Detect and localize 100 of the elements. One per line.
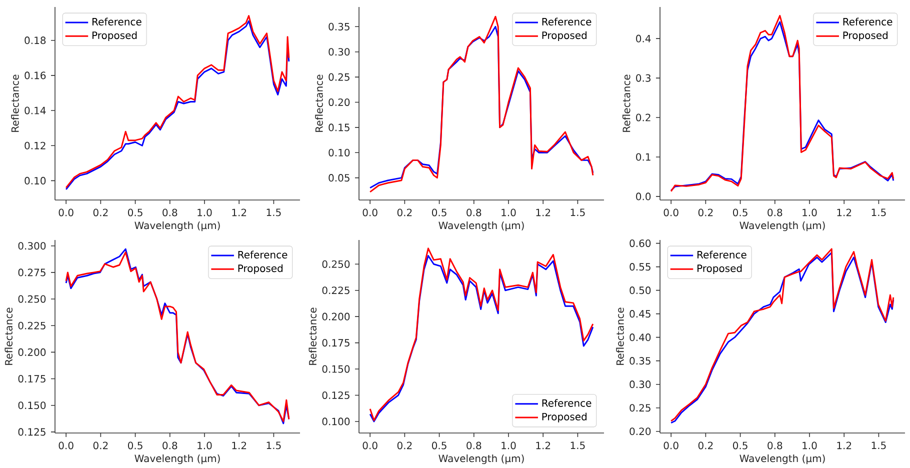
y-tick-label: 0.16	[24, 72, 46, 80]
x-tick-label: 1.2	[837, 208, 852, 216]
y-tick-label: 0.20	[328, 98, 350, 106]
x-tick-label: 1.5	[570, 208, 585, 216]
x-axis-title: Wavelength (µm)	[134, 221, 220, 232]
y-tick-label: 0.55	[630, 263, 650, 271]
x-tick-label: 0.2	[93, 208, 108, 216]
x-tick-label: 1.0	[802, 208, 817, 216]
y-tick-label: 0.50	[630, 286, 651, 294]
x-tick-label: 0.0	[58, 208, 74, 216]
y-tick-label: 0.150	[322, 365, 350, 373]
y-tick-label: 0.275	[18, 268, 46, 276]
legend-label: Proposed	[698, 264, 742, 274]
x-axis-title: Wavelength (µm)	[740, 454, 825, 464]
y-tick-label: 0.14	[24, 106, 46, 114]
y-tick-label: 0.4	[636, 34, 651, 42]
y-tick-label: 0.18	[24, 36, 46, 44]
legend-label: Proposed	[542, 31, 587, 41]
x-tick-label: 0.8	[466, 208, 482, 216]
y-tick-label: 0.2	[636, 114, 650, 122]
x-tick-label: 0.8	[768, 208, 782, 216]
x-tick-label: 0.8	[162, 442, 178, 450]
x-tick-label: 0.2	[397, 208, 412, 216]
x-axis-title: Wavelength (µm)	[438, 454, 524, 464]
x-tick-label: 0.0	[58, 442, 74, 450]
x-tick-label: 1.5	[872, 208, 886, 216]
x-tick-label: 0.0	[664, 442, 678, 450]
x-tick-label: 0.8	[162, 208, 178, 216]
x-tick-label: 1.0	[198, 208, 212, 216]
y-tick-label: 0.12	[24, 142, 46, 150]
y-tick-label: 0.10	[328, 148, 350, 156]
legend-label: Reference	[698, 250, 746, 258]
x-tick-label: 0.2	[698, 208, 713, 216]
x-axis-title: Wavelength (µm)	[438, 221, 524, 232]
x-tick-label: 1.0	[502, 208, 516, 216]
x-tick-label: 1.0	[802, 442, 817, 450]
y-tick-label: 0.1	[636, 153, 650, 161]
y-tick-label: 0.20	[630, 428, 651, 436]
x-tick-label: 1.5	[266, 442, 281, 450]
x-tick-label: 0.0	[362, 208, 378, 216]
legend-label: Proposed	[542, 412, 587, 422]
x-tick-label: 0.5	[128, 442, 142, 450]
x-tick-label: 0.0	[362, 442, 378, 450]
y-tick-label: 0.125	[18, 428, 46, 436]
y-tick-label: 0.150	[18, 402, 46, 410]
y-tick-label: 0.300	[18, 242, 46, 250]
y-tick-label: 0.100	[322, 418, 350, 426]
legend-label: Reference	[542, 399, 592, 407]
y-tick-label: 0.225	[18, 322, 46, 330]
legend-label: Reference	[542, 18, 592, 26]
y-tick-label: 0.35	[328, 22, 350, 30]
x-tick-label: 0.8	[466, 442, 482, 450]
x-tick-label: 0.2	[93, 442, 108, 450]
y-axis-title: Reflectance	[622, 74, 630, 132]
legend-label: Reference	[92, 18, 142, 26]
x-tick-label: 0.5	[432, 442, 446, 450]
y-tick-label: 0.175	[322, 339, 350, 347]
y-tick-label: 0.30	[328, 48, 350, 56]
x-tick-label: 0.5	[733, 442, 748, 450]
x-tick-label: 0.2	[698, 442, 713, 450]
x-tick-label: 0.8	[768, 442, 782, 450]
x-tick-label: 1.0	[502, 442, 516, 450]
y-tick-label: 0.40	[630, 334, 651, 342]
y-tick-label: 0.05	[328, 174, 350, 182]
y-tick-label: 0.175	[18, 374, 46, 383]
x-tick-label: 1.2	[232, 442, 246, 450]
x-tick-label: 1.2	[536, 208, 550, 216]
y-axis-title: Reflectance	[308, 308, 317, 365]
x-tick-label: 1.5	[266, 208, 281, 216]
x-axis-title: Wavelength (µm)	[134, 454, 220, 464]
y-axis-title: Reflectance	[616, 308, 624, 365]
x-tick-label: 1.2	[232, 208, 246, 216]
x-tick-label: 0.0	[664, 208, 678, 216]
y-tick-label: 0.35	[630, 357, 650, 365]
x-tick-label: 1.0	[198, 442, 212, 450]
x-tick-label: 1.5	[570, 442, 585, 450]
x-tick-label: 0.5	[432, 208, 446, 216]
y-tick-label: 0.0	[636, 192, 651, 200]
y-tick-label: 0.250	[322, 260, 350, 268]
x-axis-title: Wavelength (µm)	[740, 221, 825, 232]
y-tick-label: 0.60	[630, 240, 651, 248]
x-tick-label: 0.5	[128, 208, 142, 216]
y-tick-label: 0.25	[328, 73, 350, 81]
legend-label: Proposed	[843, 31, 888, 41]
y-tick-label: 0.30	[630, 380, 651, 388]
y-tick-label: 0.225	[322, 286, 350, 294]
legend-label: Reference	[843, 18, 892, 26]
y-tick-label: 0.15	[328, 124, 350, 132]
y-tick-label: 0.3	[636, 74, 650, 82]
y-axis-title: Reflectance	[315, 74, 323, 132]
y-tick-label: 0.200	[322, 312, 350, 320]
x-tick-label: 0.5	[733, 208, 748, 216]
y-tick-label: 0.25	[630, 404, 650, 412]
y-tick-label: 0.45	[630, 310, 650, 318]
x-tick-label: 1.2	[837, 442, 852, 450]
y-tick-label: 0.250	[18, 295, 46, 303]
y-tick-label: 0.10	[24, 176, 46, 184]
legend-label: Proposed	[238, 264, 282, 274]
y-tick-label: 0.125	[322, 391, 350, 400]
y-axis-title: Reflectance	[4, 308, 13, 365]
